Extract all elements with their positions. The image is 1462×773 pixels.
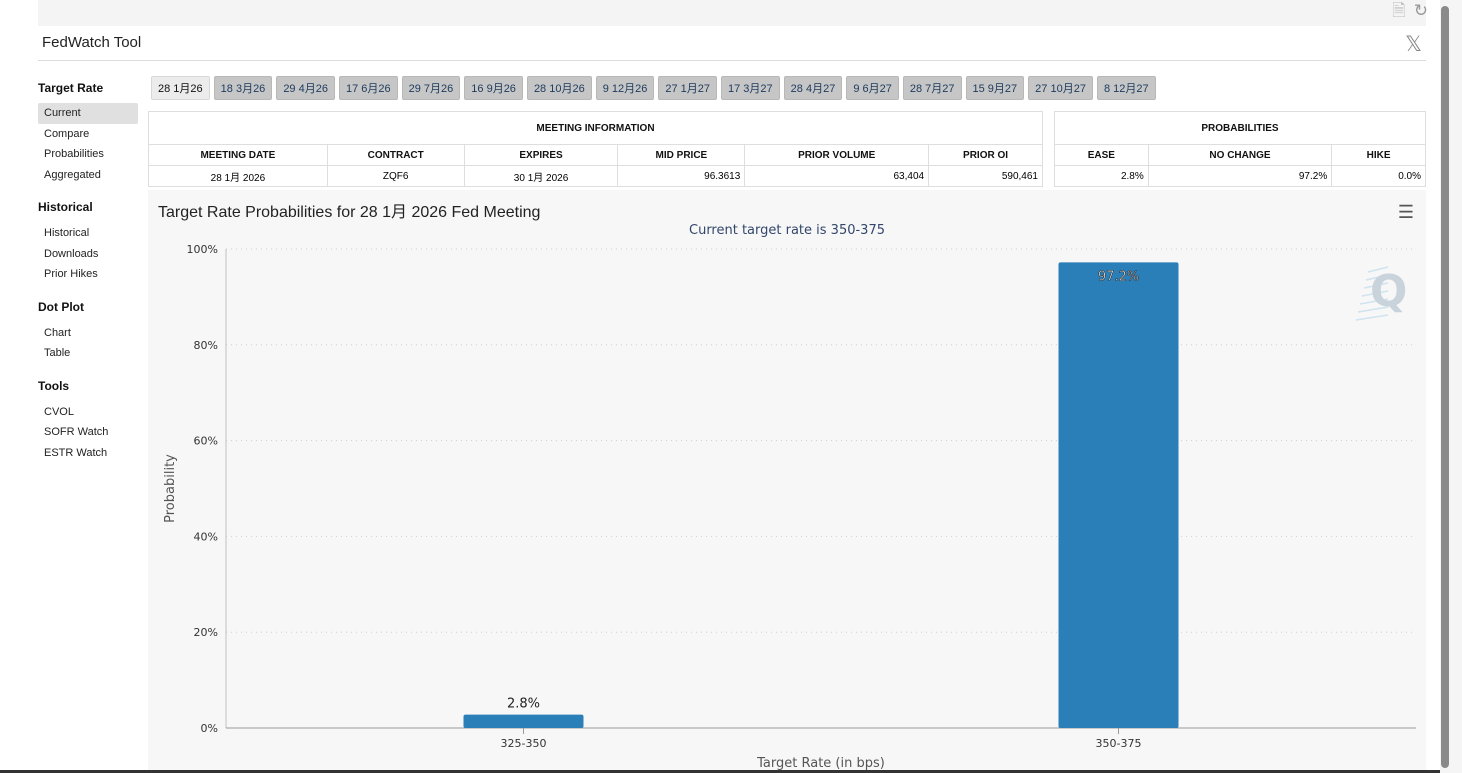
watermark-streak [1355, 314, 1389, 321]
watermark-streak [1365, 274, 1389, 281]
x-axis-title: Target Rate (in bps) [756, 756, 885, 771]
meeting-tab[interactable]: 28 1月26 [151, 76, 210, 100]
header-prior-volume: PRIOR VOLUME [744, 144, 930, 166]
meeting-tabs: 28 1月26 18 3月26 29 4月26 17 6月26 29 7月26 16 9月… [151, 76, 1156, 100]
sidebar-group: Historical Historical Downloads Prior Hikes [38, 197, 138, 285]
chart-title: Target Rate Probabilities for 28 1月 2026… [158, 204, 541, 221]
top-icons: 🗎 ↻ [1392, 0, 1428, 22]
meeting-tab[interactable]: 29 4月26 [276, 76, 335, 100]
sidebar-item-sofr-watch[interactable]: SOFR Watch [44, 426, 109, 438]
meeting-tab[interactable]: 27 1月27 [658, 76, 718, 100]
scrollbar-thumb[interactable] [1441, 6, 1449, 768]
meeting-tab[interactable]: 8 12月27 [1096, 76, 1156, 100]
meeting-tab[interactable]: 28 7月27 [902, 76, 962, 100]
cell-prior-oi: 590,461 [928, 165, 1043, 187]
meeting-tab[interactable]: 17 6月26 [338, 76, 398, 100]
sidebar-item-table[interactable]: Table [44, 347, 71, 359]
meeting-tab[interactable]: 18 3月26 [213, 76, 273, 100]
sidebar-item-chart[interactable]: Chart [44, 326, 71, 339]
y-tick-label: 60% [194, 435, 218, 448]
data-label: 97.2% [1098, 269, 1139, 284]
meeting-tab[interactable]: 28 4月27 [783, 76, 843, 100]
probabilities-title: PROBABILITIES [1054, 111, 1426, 145]
app-title: FedWatch Tool [42, 34, 142, 51]
bar-325-350 [463, 714, 584, 728]
header-meeting-date: MEETING DATE [148, 144, 328, 166]
x-tick-label: 350-375 [1096, 737, 1142, 750]
sidebar-item-downloads[interactable]: Downloads [44, 247, 99, 260]
cell-contract: ZQF6 [326, 165, 465, 187]
top-strip [38, 0, 1426, 26]
cell-mid-price: 96.3613 [617, 165, 746, 187]
meeting-information-title: MEETING INFORMATION [148, 111, 1043, 145]
cell-no-change: 97.2% [1147, 165, 1333, 187]
sidebar-item-probabilities[interactable]: Probabilities [44, 148, 104, 160]
sidebar-heading: Historical [38, 200, 93, 214]
watermark-streak [1367, 266, 1389, 273]
y-tick-label: 100% [187, 243, 218, 256]
header-contract: CONTRACT [326, 144, 465, 166]
sidebar-item-historical[interactable]: Historical [44, 227, 90, 239]
y-tick-label: 80% [194, 339, 218, 352]
cell-hike: 0.0% [1331, 165, 1426, 187]
watermark-streak [1361, 290, 1389, 297]
sidebar-heading: Dot Plot [38, 299, 84, 314]
meeting-tab[interactable]: 15 9月27 [965, 76, 1025, 100]
sidebar-group: Dot Plot Chart Table [38, 297, 138, 364]
bottom-border [0, 770, 1440, 773]
sidebar-item-estr-watch[interactable]: ESTR Watch [44, 446, 108, 459]
probabilities-table: PROBABILITIES EASE NO CHANGE HIKE 2.8% 9… [1054, 111, 1426, 187]
header-hike: HIKE [1331, 144, 1426, 166]
probability-bar-chart: 0% 20% 40% 60% 80% 100% 325-350 2.8% 350-375 97.2… [163, 243, 1416, 771]
sidebar-item-prior-hikes[interactable]: Prior Hikes [44, 268, 98, 280]
refresh-icon[interactable]: ↻ [1413, 1, 1428, 20]
sidebar-item-cvol[interactable]: CVOL [44, 405, 74, 418]
header-mid-price: MID PRICE [617, 144, 746, 166]
sidebar-item-current[interactable]: Current [38, 103, 138, 124]
q-watermark-logo: Q [1370, 266, 1408, 317]
sidebar-heading: Tools [38, 378, 70, 393]
meeting-tab[interactable]: 16 9月26 [464, 76, 523, 100]
cell-meeting-date: 28 1月 2026 [148, 165, 328, 187]
meeting-tab[interactable]: 29 7月26 [401, 76, 461, 100]
y-tick-label: 0% [201, 722, 218, 735]
sidebar: Target Rate Current Compare Probabilities Ag… [38, 78, 138, 475]
chart-panel: 0% 20% 40% 60% 80% 100% 325-350 2.8% 350-375 97.2… [148, 190, 1426, 773]
meeting-tab[interactable]: 28 10月26 [526, 76, 592, 100]
data-label: 2.8% [507, 697, 540, 712]
cell-prior-volume: 63,404 [744, 165, 930, 187]
watermark-streak [1357, 306, 1389, 313]
sidebar-group: Target Rate Current Compare Probabilities Ag… [38, 78, 138, 185]
header-no-change: NO CHANGE [1147, 144, 1333, 166]
meeting-tab[interactable]: 17 3月27 [721, 76, 780, 100]
sidebar-item-compare[interactable]: Compare [44, 127, 90, 140]
y-axis-title: Probability [163, 454, 178, 523]
y-tick-label: 20% [194, 626, 218, 639]
meeting-tab[interactable]: 27 10月27 [1028, 76, 1093, 100]
title-row: FedWatch Tool 𝕏 [38, 26, 1426, 61]
header-ease: EASE [1054, 144, 1149, 166]
cell-expires: 30 1月 2026 [463, 165, 619, 187]
cell-ease: 2.8% [1054, 165, 1149, 187]
header-prior-oi: PRIOR OI [928, 144, 1043, 166]
meeting-tab[interactable]: 9 12月26 [595, 76, 655, 100]
watermark-streak [1363, 282, 1389, 289]
hamburger-menu-icon[interactable]: ☰ [1397, 202, 1414, 222]
x-tick-label: 325-350 [501, 737, 547, 750]
header-expires: EXPIRES [463, 144, 619, 166]
sidebar-heading: Target Rate [38, 81, 104, 95]
sidebar-item-aggregated[interactable]: Aggregated [44, 168, 101, 181]
y-tick-label: 40% [194, 530, 218, 543]
pdf-export-icon[interactable]: 🗎 [1392, 1, 1406, 20]
watermark-streak [1359, 298, 1389, 305]
meeting-tab[interactable]: 9 6月27 [846, 76, 899, 100]
meeting-information-table: MEETING INFORMATION MEETING DATE CONTRAC… [148, 111, 1043, 187]
chart-subtitle: Current target rate is 350-375 [689, 223, 885, 238]
x-share-icon[interactable]: 𝕏 [1405, 32, 1422, 56]
sidebar-group: Tools CVOL SOFR Watch ESTR Watch [38, 376, 138, 464]
bar-350-375 [1058, 262, 1179, 728]
